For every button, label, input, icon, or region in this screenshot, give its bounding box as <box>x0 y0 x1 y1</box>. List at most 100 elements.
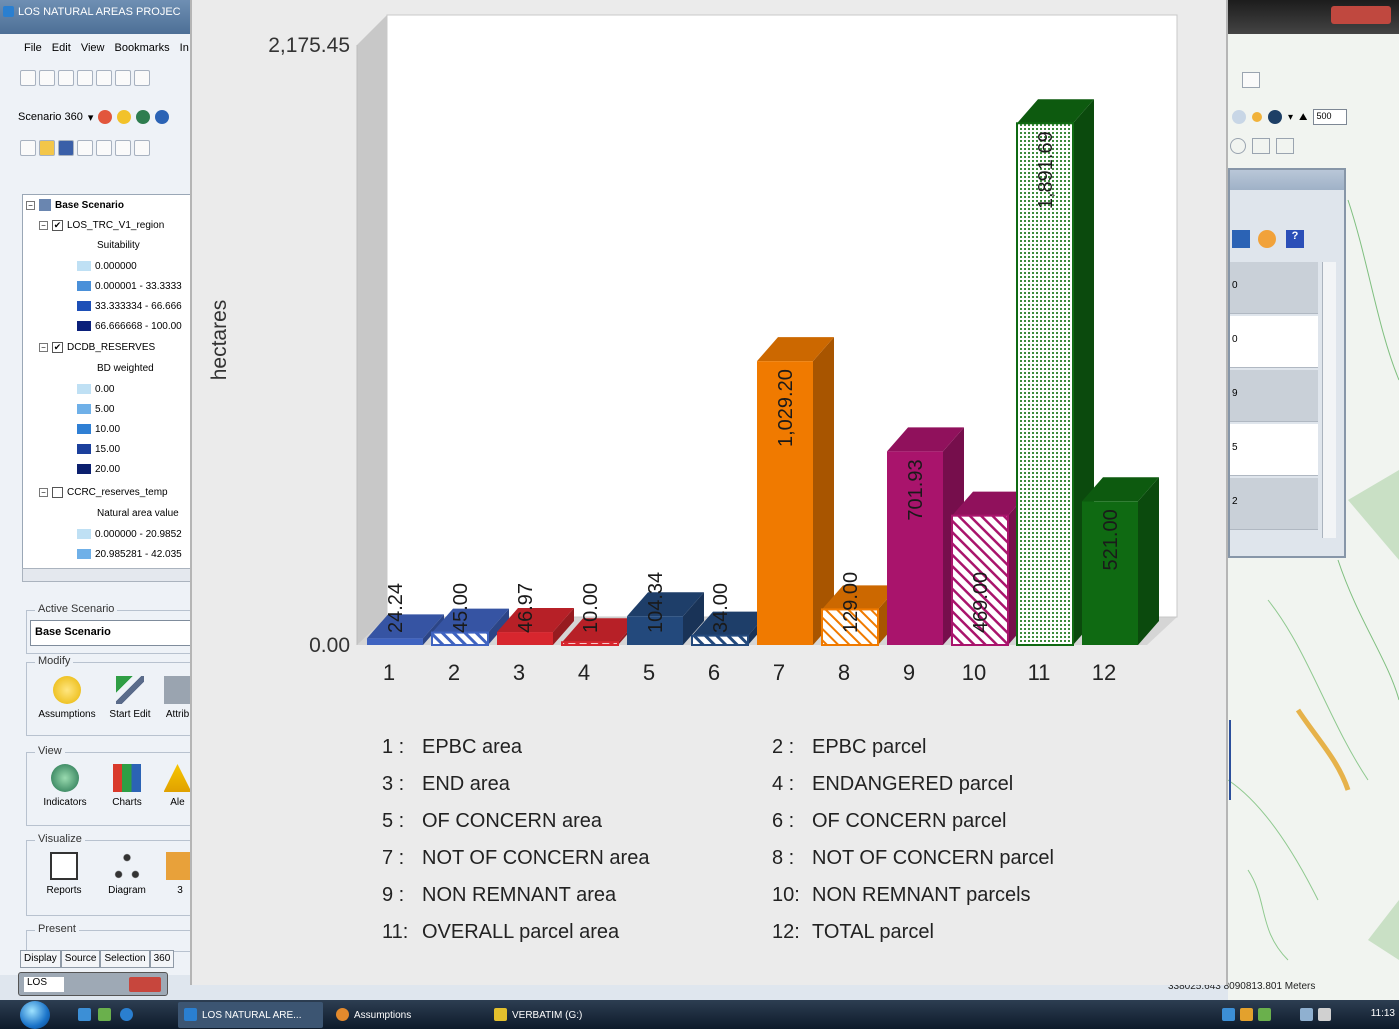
toc-layer-row[interactable]: − ✔ LOS_TRC_V1_region <box>39 215 164 235</box>
chevron-down-icon[interactable]: ▾ <box>1288 111 1294 123</box>
fixed-zoom-out-icon[interactable] <box>115 70 131 86</box>
toc-root-row[interactable]: − Base Scenario <box>26 195 124 215</box>
toc-layer-row[interactable]: − ✔ DCDB_RESERVES <box>39 337 155 357</box>
collapse-icon[interactable]: − <box>39 487 48 497</box>
fixed-zoom-in-icon[interactable] <box>96 70 112 86</box>
collapse-icon[interactable]: − <box>39 342 48 352</box>
table-icon[interactable] <box>1242 72 1260 88</box>
diagram-button[interactable]: Diagram <box>97 852 157 896</box>
app-title-bar[interactable]: LOS NATURAL AREAS PROJEC <box>0 0 195 34</box>
toc-layer-row[interactable]: − CCRC_reserves_temp <box>39 482 168 502</box>
scenario-color-icon[interactable] <box>98 110 113 124</box>
map-view[interactable]: ▾ ⛰ 500 ? 0 0 9 5 2 <box>1228 0 1399 1000</box>
legend-swatch <box>77 281 91 291</box>
menu-file[interactable]: File <box>24 42 42 54</box>
network-icon[interactable] <box>1300 1008 1313 1021</box>
zoom-out-icon[interactable] <box>39 70 55 86</box>
refresh-icon[interactable] <box>1230 138 1246 154</box>
menu-view[interactable]: View <box>80 42 105 54</box>
print-icon[interactable] <box>77 140 93 156</box>
layer-visibility-checkbox[interactable]: ✔ <box>52 219 63 231</box>
identify-icon[interactable] <box>1232 110 1246 124</box>
collapse-icon[interactable]: − <box>26 200 35 210</box>
taskbar-item-assumptions[interactable]: Assumptions <box>330 1002 478 1028</box>
reports-button[interactable]: Reports <box>34 852 94 896</box>
highlight-icon[interactable] <box>1258 230 1276 248</box>
bar-front <box>821 608 879 646</box>
collapse-icon[interactable]: − <box>39 220 48 230</box>
browser-icon[interactable] <box>120 1008 133 1021</box>
view-group: View <box>26 745 195 826</box>
bar-value-label: 104.34 <box>645 572 667 633</box>
open-folder-icon[interactable] <box>39 140 55 156</box>
tab-360[interactable]: 360 <box>149 950 175 968</box>
show-desktop-icon[interactable] <box>78 1008 91 1021</box>
zoom-in-icon[interactable] <box>20 70 36 86</box>
attributes-button[interactable]: Attrib <box>160 676 195 720</box>
legend-label: OVERALL parcel area <box>422 921 620 943</box>
attribute-scrollbar[interactable] <box>1322 262 1336 538</box>
charts-button[interactable]: Charts <box>97 764 157 808</box>
minimized-window[interactable]: LOS <box>18 972 168 996</box>
pan-icon[interactable] <box>58 70 74 86</box>
layer-name: DCDB_RESERVES <box>67 341 156 353</box>
explorer-icon[interactable] <box>98 1008 111 1021</box>
paste-icon[interactable] <box>134 140 150 156</box>
tab-source[interactable]: Source <box>60 950 101 968</box>
3d-button[interactable]: 3 <box>165 852 195 896</box>
attribute-row[interactable]: 5 <box>1230 424 1318 476</box>
full-extent-icon[interactable] <box>77 70 93 86</box>
assumptions-button[interactable]: Assumptions <box>37 676 97 720</box>
previous-extent-icon[interactable] <box>134 70 150 86</box>
window-controls[interactable] <box>1331 6 1391 24</box>
menu-bookmarks[interactable]: Bookmarks <box>114 42 170 54</box>
start-edit-button[interactable]: Start Edit <box>100 676 160 720</box>
help-icon[interactable]: ? <box>1286 230 1304 248</box>
attribute-row[interactable]: 2 <box>1230 478 1318 530</box>
active-scenario-group: Active Scenario <box>26 603 195 654</box>
cut-icon[interactable] <box>96 140 112 156</box>
tray-icon[interactable] <box>1240 1008 1253 1021</box>
tab-selection[interactable]: Selection <box>100 950 150 968</box>
menu-edit[interactable]: Edit <box>51 42 71 54</box>
attribute-row[interactable]: 0 <box>1230 262 1318 314</box>
taskbar-item-drive[interactable]: VERBATIM (G:) <box>488 1002 636 1028</box>
bar-side <box>553 608 574 645</box>
menu-insert[interactable]: In <box>179 42 189 54</box>
close-icon[interactable] <box>129 977 161 992</box>
save-icon[interactable] <box>58 140 74 156</box>
attribute-row[interactable]: 9 <box>1230 370 1318 422</box>
copy-icon[interactable] <box>115 140 131 156</box>
taskbar-item-los[interactable]: LOS NATURAL ARE... <box>178 1002 323 1028</box>
bar-front <box>367 638 423 645</box>
tab-display[interactable]: Display <box>20 950 61 968</box>
lightbulb-icon[interactable] <box>117 110 132 124</box>
x-tick-label: 10 <box>962 660 986 685</box>
indicators-button[interactable]: Indicators <box>35 764 95 808</box>
toc-horizontal-scrollbar[interactable] <box>22 568 195 582</box>
alerts-button[interactable]: Ale <box>160 764 195 808</box>
layer-visibility-checkbox[interactable]: ✔ <box>52 341 63 353</box>
new-document-icon[interactable] <box>20 140 36 156</box>
volume-icon[interactable] <box>1318 1008 1331 1021</box>
start-button[interactable] <box>20 1001 50 1029</box>
globe-icon[interactable] <box>1268 110 1282 124</box>
zoom-level-input[interactable]: 500 <box>1313 109 1348 125</box>
scenario-dropdown[interactable]: Scenario 360 <box>18 111 83 123</box>
tray-icon[interactable] <box>1258 1008 1271 1021</box>
drive-icon <box>494 1008 507 1021</box>
chevron-down-icon[interactable]: ▾ <box>87 111 94 124</box>
bar-top <box>497 608 574 633</box>
sun-icon[interactable] <box>1252 112 1262 122</box>
layout-icon[interactable] <box>1252 138 1270 154</box>
active-scenario-field[interactable]: Base Scenario <box>30 620 195 646</box>
attribute-row[interactable]: 0 <box>1230 316 1318 368</box>
tray-icon[interactable] <box>1222 1008 1235 1021</box>
globe-icon[interactable] <box>136 110 151 124</box>
attribute-tool-icon[interactable] <box>1232 230 1250 248</box>
page-icon[interactable] <box>1276 138 1294 154</box>
attribute-panel-titlebar[interactable] <box>1230 170 1344 190</box>
info-icon[interactable] <box>155 110 170 124</box>
minimized-window-label: LOS <box>24 977 64 992</box>
layer-visibility-checkbox[interactable] <box>52 486 63 498</box>
